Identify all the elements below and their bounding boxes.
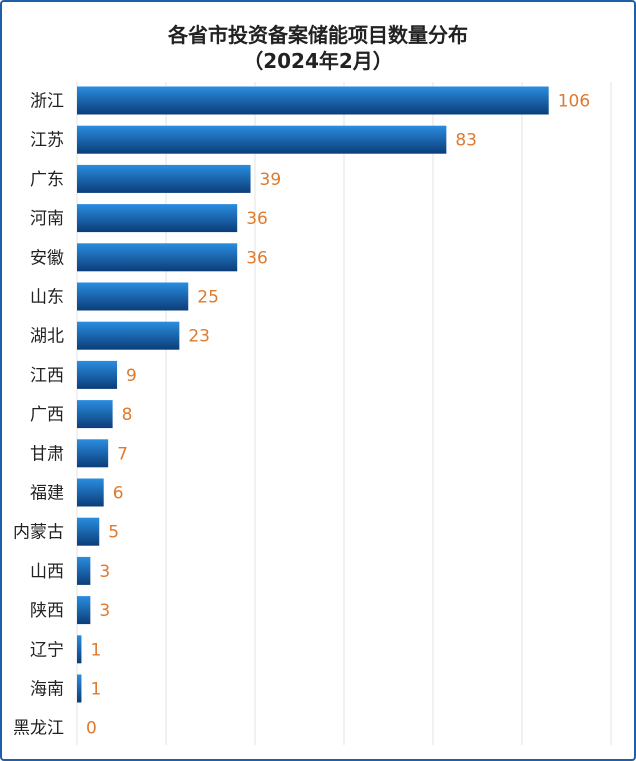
category-label: 江苏 — [30, 131, 64, 151]
value-label: 6 — [113, 484, 124, 504]
category-label: 内蒙古 — [13, 523, 64, 543]
value-label: 36 — [246, 248, 268, 268]
bar — [77, 517, 100, 546]
category-label: 福建 — [30, 484, 64, 504]
chart-subtitle: （2024年2月） — [243, 49, 393, 73]
category-label: 黑龙江 — [13, 719, 64, 739]
bars — [77, 86, 549, 703]
value-label: 5 — [108, 523, 119, 543]
category-label: 浙江 — [30, 92, 64, 112]
value-label: 36 — [246, 209, 268, 229]
value-label: 39 — [260, 170, 282, 190]
value-label: 106 — [558, 92, 590, 112]
category-label: 山西 — [30, 562, 64, 582]
category-label: 辽宁 — [30, 640, 64, 660]
category-label: 广西 — [30, 405, 64, 425]
bar — [77, 635, 82, 664]
category-label: 甘肃 — [30, 444, 64, 464]
value-label: 23 — [188, 327, 210, 347]
category-label: 山东 — [30, 288, 64, 308]
category-label: 湖北 — [30, 327, 64, 347]
bar — [77, 400, 113, 429]
bar — [77, 478, 104, 507]
category-label: 江西 — [30, 366, 64, 386]
value-label: 25 — [197, 288, 219, 308]
value-label: 1 — [90, 640, 101, 660]
value-label: 83 — [455, 131, 477, 151]
value-label: 0 — [86, 719, 97, 739]
value-label: 3 — [99, 601, 110, 621]
value-label: 1 — [90, 680, 101, 700]
category-label: 广东 — [30, 170, 64, 190]
category-label: 河南 — [30, 209, 64, 229]
chart-title: 各省市投资备案储能项目数量分布 — [168, 23, 468, 47]
chart-title-block: 各省市投资备案储能项目数量分布 （2024年2月） — [0, 22, 636, 74]
bar — [77, 282, 189, 311]
bar — [77, 243, 238, 272]
bar — [77, 439, 109, 468]
category-label: 海南 — [30, 680, 64, 700]
bar — [77, 86, 549, 115]
value-label: 8 — [122, 405, 133, 425]
value-label: 3 — [99, 562, 110, 582]
bar — [77, 321, 180, 350]
bar — [77, 556, 91, 585]
bar — [77, 360, 118, 389]
category-label: 安徽 — [30, 248, 64, 268]
category-label: 陕西 — [30, 601, 64, 621]
value-label: 9 — [126, 366, 137, 386]
bar — [77, 164, 251, 193]
grid-lines — [76, 82, 612, 745]
bar — [77, 674, 82, 703]
bar — [77, 125, 447, 154]
bar — [77, 204, 238, 233]
value-labels: 106 83 39 36 36 25 23 9 8 7 6 5 3 3 1 1 0 — [86, 92, 590, 739]
bar — [77, 596, 91, 625]
value-label: 7 — [117, 444, 128, 464]
